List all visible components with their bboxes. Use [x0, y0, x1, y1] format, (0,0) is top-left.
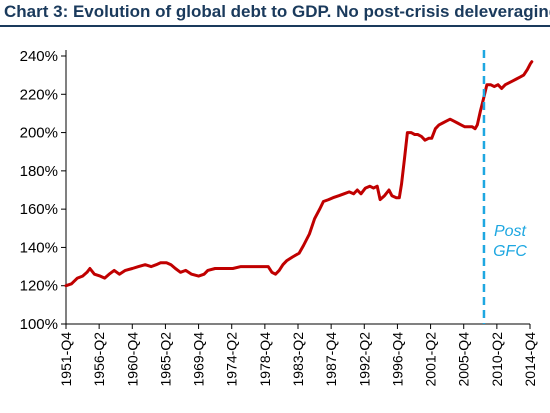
x-tick-label: 1969-Q4	[191, 332, 207, 387]
x-tick-label: 1965-Q2	[157, 332, 173, 387]
title-divider	[0, 25, 550, 27]
x-tick-label: 1992-Q2	[356, 332, 372, 387]
x-tick-label: 1996-Q4	[389, 332, 405, 387]
annotation-label-line1: Post	[494, 223, 527, 240]
x-axis: 1951-Q4 1956-Q2 1960-Q4 1965-Q2 1969-Q4 1974-…	[58, 323, 538, 387]
series-group	[64, 60, 534, 288]
y-tick-label: 160%	[20, 201, 58, 218]
y-tick-label: 220%	[20, 86, 58, 103]
x-tick-label: 2014-Q4	[522, 332, 538, 387]
annotation-label-line2: GFC	[493, 243, 527, 260]
x-tick-label: 1987-Q4	[323, 332, 339, 387]
y-tick-label: 180%	[20, 163, 58, 180]
y-axis: 100% 120% 140% 160% 180% 200% 220% 240%	[20, 48, 67, 333]
x-tick-label: 1956-Q2	[91, 332, 107, 387]
chart-title: Chart 3: Evolution of global debt to GDP…	[4, 2, 550, 21]
y-tick-label: 200%	[20, 125, 58, 142]
series-line	[64, 60, 534, 288]
x-tick-label: 2010-Q2	[489, 332, 505, 387]
x-tick-label: 1974-Q2	[224, 332, 240, 387]
y-tick-label: 100%	[20, 316, 58, 333]
x-tick-label: 2005-Q4	[456, 332, 472, 387]
post-gfc-annotation: Post GFC	[482, 50, 527, 324]
x-tick-label: 1978-Q4	[257, 332, 273, 387]
x-tick-label: 1951-Q4	[58, 332, 74, 387]
y-tick-label: 240%	[20, 48, 58, 65]
x-tick-label: 2001-Q2	[423, 332, 439, 387]
y-tick-label: 120%	[20, 278, 58, 295]
x-tick-label: 1960-Q4	[124, 332, 140, 387]
x-tick-label: 1983-Q2	[290, 332, 306, 387]
y-tick-label: 140%	[20, 239, 58, 256]
